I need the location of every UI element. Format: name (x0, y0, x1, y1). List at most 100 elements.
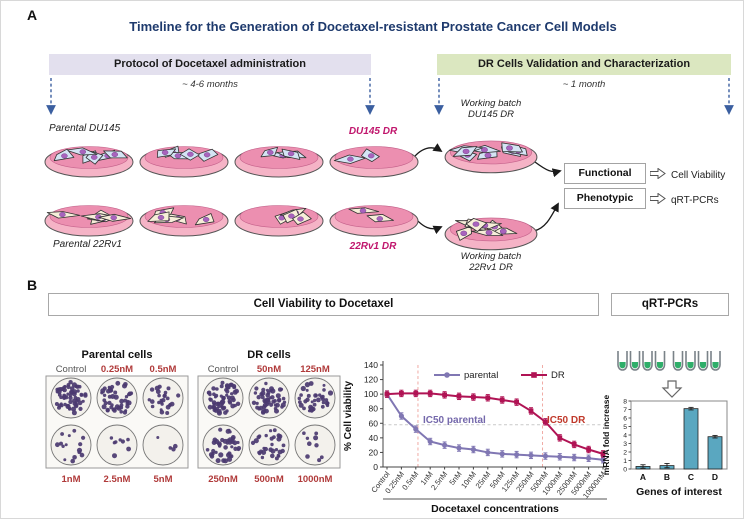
colony-well (50, 424, 92, 466)
svg-text:40: 40 (369, 433, 379, 443)
svg-text:Control: Control (56, 364, 87, 375)
svg-text:parental: parental (464, 370, 498, 381)
phenotypic-box: Phenotypic (564, 188, 646, 209)
colony-well (142, 377, 184, 419)
colony-well (202, 377, 244, 419)
colony-well (248, 424, 290, 466)
svg-text:IC50 parental: IC50 parental (423, 415, 486, 426)
svg-text:100: 100 (364, 389, 378, 399)
working-batch-du145-line1: Working batch (460, 98, 522, 109)
svg-text:0.5nM: 0.5nM (150, 364, 177, 375)
svg-text:mRNA fold increase: mRNA fold increase (601, 395, 611, 476)
svg-text:50nM: 50nM (257, 364, 281, 375)
block-arrow-icon (650, 193, 666, 204)
svg-text:2.5nM: 2.5nM (429, 470, 449, 492)
viability-line-chart: 020406080100120140Control0.25nM0.5nM1nM2… (343, 360, 608, 515)
svg-text:7: 7 (623, 407, 627, 414)
petri-dish-icon (444, 217, 538, 251)
svg-text:Docetaxel concentrations: Docetaxel concentrations (431, 503, 559, 515)
svg-text:0.5nM: 0.5nM (400, 470, 420, 492)
svg-text:1000nM: 1000nM (298, 474, 333, 485)
curved-flow-arrow (533, 202, 559, 232)
parental-22rv1-label: Parental 22Rv1 (53, 239, 122, 250)
svg-text:20: 20 (369, 447, 379, 457)
colony-well (248, 377, 290, 419)
parental-du145-label: Parental DU145 (49, 123, 121, 134)
svg-text:0: 0 (623, 466, 627, 473)
functional-output-label: Cell Viability (671, 170, 726, 181)
petri-dish-icon (329, 146, 419, 178)
svg-text:DR cells: DR cells (247, 349, 290, 361)
svg-text:0: 0 (373, 462, 378, 472)
svg-text:A: A (640, 472, 646, 482)
qrtpcr-section-header: qRT-PCRs (611, 293, 729, 316)
validation-header: DR Cells Validation and Characterization (437, 54, 731, 75)
svg-text:140: 140 (364, 360, 378, 370)
phenotypic-output-label: qRT-PCRs (671, 195, 719, 206)
petri-dish-icon (44, 146, 134, 178)
petri-dish-icon (329, 205, 419, 237)
svg-text:2.5nM: 2.5nM (104, 474, 131, 485)
svg-text:1nM: 1nM (62, 474, 81, 485)
panel-b-label: B (27, 277, 38, 293)
svg-text:C: C (688, 472, 694, 482)
qrtpcr-bar-chart: 01 23 45 67 8 mRNA fold increase A B C D Genes of … (601, 351, 728, 498)
svg-text:1: 1 (623, 458, 627, 465)
svg-text:IC50 DR: IC50 DR (547, 415, 586, 426)
petri-dish-icon (139, 205, 229, 237)
petri-dish-icon (44, 205, 134, 237)
validation-duration: ~ 1 month (562, 79, 606, 90)
svg-text:0.25nM: 0.25nM (101, 364, 133, 375)
svg-text:8: 8 (623, 398, 627, 405)
svg-text:D: D (712, 472, 718, 482)
petri-dish-icon (444, 140, 538, 174)
petri-dish-icon (139, 145, 229, 178)
svg-text:250nM: 250nM (208, 474, 238, 485)
working-batch-22rv1-label: Working batch 22Rv1 DR (439, 251, 543, 273)
colony-well (142, 424, 184, 466)
svg-text:5: 5 (623, 424, 627, 431)
22rv1-dr-label: 22Rv1 DR (349, 241, 397, 252)
panel-a-label: A (27, 7, 38, 23)
colony-well (50, 377, 92, 419)
petri-dish-icon (234, 205, 324, 237)
svg-text:80: 80 (369, 404, 379, 414)
petri-dish-icon (234, 146, 324, 178)
parental-colony-assay: Parental cells Control 0.25nM 0.5nM 1nM 2.5nM… (45, 349, 189, 485)
colony-well (294, 424, 336, 466)
svg-text:6: 6 (623, 415, 627, 422)
protocol-header: Protocol of Docetaxel administration (49, 54, 371, 75)
svg-text:5nM: 5nM (154, 474, 173, 485)
colony-well (202, 424, 244, 466)
working-batch-22rv1-line2: 22Rv1 DR (469, 262, 513, 273)
svg-text:120: 120 (364, 375, 378, 385)
svg-text:2: 2 (623, 449, 627, 456)
figure-title: Timeline for the Generation of Docetaxel… (129, 19, 617, 34)
svg-text:Genes of interest: Genes of interest (636, 486, 722, 498)
working-batch-du145-label: Working batch DU145 DR (439, 98, 543, 120)
svg-text:4: 4 (623, 432, 627, 439)
dr-colony-assay: DR cells Control 50nM 125nM 250nM 500nM 1000nM (197, 349, 341, 485)
working-batch-22rv1-line1: Working batch (460, 251, 522, 262)
curved-flow-arrow (534, 161, 562, 178)
colony-well (294, 377, 336, 419)
svg-text:DR: DR (551, 370, 565, 381)
colony-well (96, 377, 138, 419)
svg-text:500nM: 500nM (254, 474, 284, 485)
down-arrow-icon (661, 380, 683, 398)
svg-text:125nM: 125nM (300, 364, 330, 375)
pcr-tubes-icon (617, 351, 721, 371)
svg-text:B: B (664, 472, 670, 482)
protocol-duration: ~ 4-6 months (182, 79, 238, 90)
viability-section-header: Cell Viability to Docetaxel (48, 293, 599, 316)
svg-text:Parental cells: Parental cells (82, 349, 153, 361)
functional-box: Functional (564, 163, 646, 184)
svg-text:% Cell viability: % Cell viability (343, 381, 354, 451)
working-batch-du145-line2: DU145 DR (468, 109, 514, 120)
du145-dr-label: DU145 DR (348, 126, 398, 137)
block-arrow-icon (650, 168, 666, 179)
svg-text:Control: Control (208, 364, 239, 375)
colony-well (96, 424, 138, 466)
svg-text:3: 3 (623, 441, 627, 448)
